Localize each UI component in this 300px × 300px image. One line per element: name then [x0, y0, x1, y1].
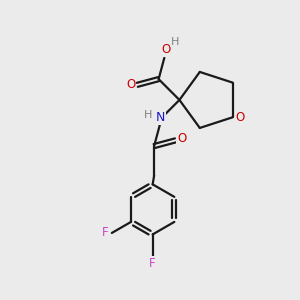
Text: F: F: [102, 226, 109, 239]
Text: H: H: [144, 110, 153, 120]
Text: O: O: [161, 43, 170, 56]
Text: H: H: [170, 37, 179, 46]
Text: O: O: [126, 78, 135, 91]
Text: N: N: [156, 111, 165, 124]
Text: O: O: [177, 132, 187, 146]
Text: O: O: [236, 111, 245, 124]
Text: F: F: [149, 257, 156, 270]
